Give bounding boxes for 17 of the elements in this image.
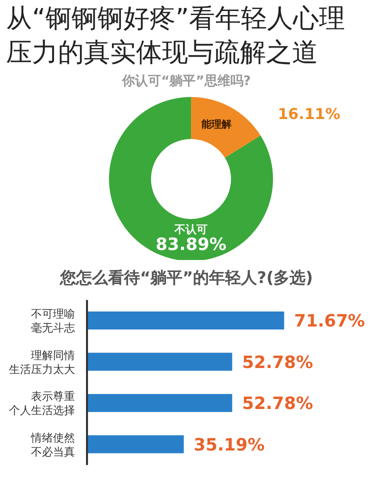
y-tick-label: 不可理喻毫无斗志 (31, 308, 75, 335)
chart-subtitle: 你认可“躺平”思维吗? (120, 72, 252, 90)
data-label: 83.89% (156, 235, 226, 255)
y-tick-label: 情绪使然不必当真 (30, 431, 75, 458)
data-label: 52.78% (242, 394, 313, 414)
y-tick-label: 理解同情生活压力太大 (9, 348, 75, 376)
slice-label: 能理解 (202, 118, 232, 131)
data-label: 35.19% (194, 435, 265, 456)
data-label: 52.78% (242, 352, 313, 373)
chart-title: 您怎么看待“躺平”的年轻人?(多选) (58, 268, 314, 289)
slice-label: 不认可 (174, 223, 208, 236)
data-label: 71.67% (294, 312, 365, 332)
donut-slice (191, 97, 261, 158)
chart-title: 从“锕锕锕好疼”看年轻人心理压力的真实体现与疏解之道 (5, 3, 346, 70)
y-tick-label: 表示尊重个人生活选择 (9, 390, 75, 418)
data-label: 16.11% (278, 105, 340, 123)
donut-slice (109, 97, 273, 260)
